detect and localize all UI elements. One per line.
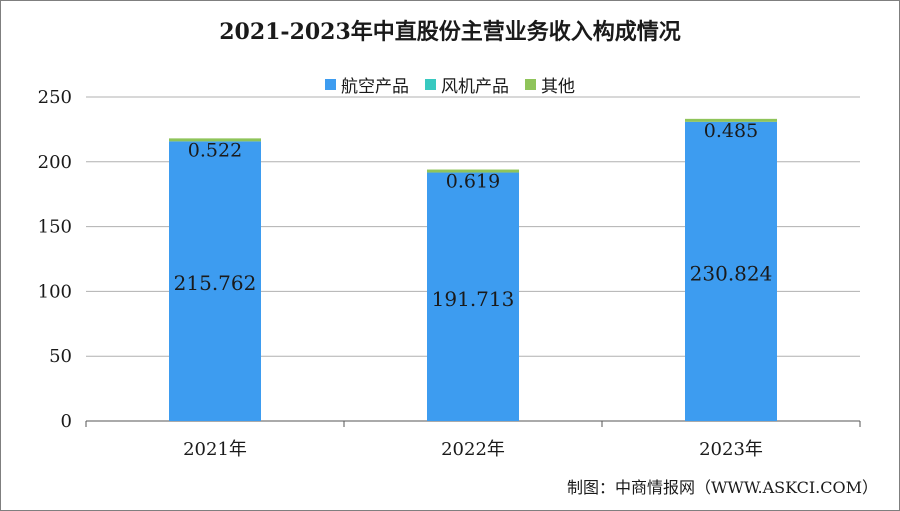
legend-label-wind: 风机产品 xyxy=(441,77,509,97)
source-note: 制图：中商情报网（WWW.ASKCI.COM） xyxy=(566,478,878,497)
data-label: 191.713 xyxy=(432,287,515,311)
x-tick-label: 2023年 xyxy=(699,439,763,460)
y-tick-label: 0 xyxy=(61,411,72,432)
y-tick-label: 250 xyxy=(38,87,72,108)
legend-swatch-wind xyxy=(425,79,436,90)
data-label: 0.619 xyxy=(446,171,500,193)
y-tick-label: 150 xyxy=(38,217,72,238)
y-tick-label: 200 xyxy=(38,152,72,173)
x-tick-label: 2021年 xyxy=(183,439,247,460)
legend-item-aviation: 航空产品 xyxy=(325,72,409,97)
data-label: 0.485 xyxy=(704,120,758,142)
data-label: 230.824 xyxy=(690,261,773,285)
bar-segment xyxy=(427,169,519,173)
legend-label-other: 其他 xyxy=(541,77,575,97)
bar-segment xyxy=(685,121,777,421)
legend-swatch-aviation xyxy=(325,79,336,90)
bar-segment xyxy=(427,172,519,421)
bar-segment xyxy=(169,138,261,142)
data-label: 215.762 xyxy=(174,271,257,295)
legend-item-other: 其他 xyxy=(525,72,575,97)
y-tick-label: 50 xyxy=(49,346,72,367)
legend-item-wind: 风机产品 xyxy=(425,72,509,97)
data-label: 0.522 xyxy=(188,140,242,162)
legend-swatch-other xyxy=(525,79,536,90)
x-tick-label: 2022年 xyxy=(441,439,505,460)
chart-title: 2021-2023年中直股份主营业务收入构成情况 xyxy=(219,19,681,45)
chart-legend: 航空产品 风机产品 其他 xyxy=(0,72,900,97)
bar-segment xyxy=(169,141,261,422)
bar-segment xyxy=(685,118,777,122)
legend-label-aviation: 航空产品 xyxy=(341,77,409,97)
y-tick-label: 100 xyxy=(38,281,72,302)
